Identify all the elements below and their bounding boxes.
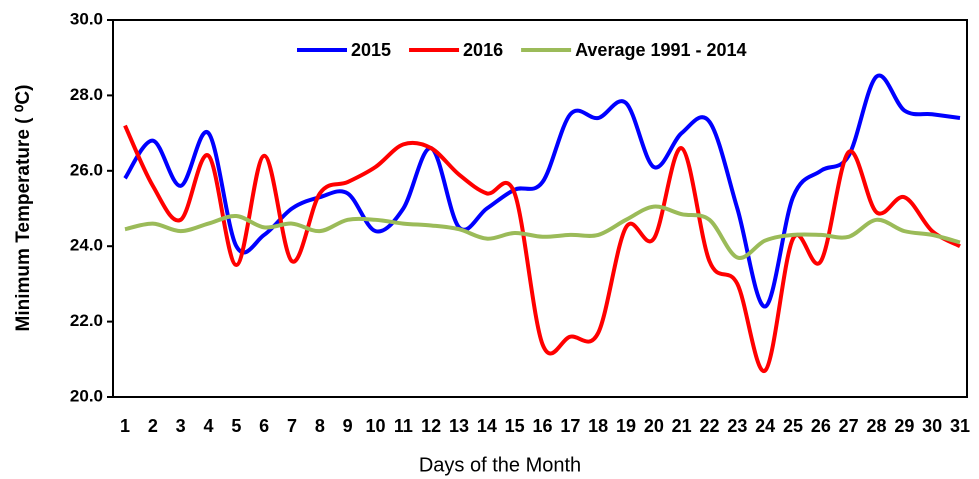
x-tick-label: 5: [231, 416, 241, 436]
x-tick-label: 2: [148, 416, 158, 436]
x-tick-label: 15: [505, 416, 525, 436]
x-tick-label: 12: [421, 416, 441, 436]
y-tick-label: 24.0: [70, 236, 103, 255]
x-tick-label: 8: [315, 416, 325, 436]
x-tick-label: 16: [532, 416, 552, 436]
x-tick-label: 21: [672, 416, 692, 436]
x-tick-label: 7: [287, 416, 297, 436]
x-tick-label: 1: [120, 416, 130, 436]
x-axis-label: Days of the Month: [419, 454, 581, 476]
y-tick-label: 30.0: [70, 9, 103, 28]
legend-label: 2015: [351, 40, 391, 60]
x-tick-label: 11: [394, 416, 413, 436]
x-tick-label: 19: [616, 416, 636, 436]
x-tick-label: 17: [560, 416, 580, 436]
x-tick-label: 25: [783, 416, 803, 436]
x-tick-label: 18: [588, 416, 608, 436]
x-tick-label: 13: [449, 416, 469, 436]
series-line: [124, 204, 961, 260]
x-tick-label: 9: [343, 416, 353, 436]
x-tick-label: 14: [477, 416, 497, 436]
x-tick-label: 31: [950, 416, 970, 436]
x-tick-label: 26: [811, 416, 831, 436]
x-tick-label: 28: [866, 416, 886, 436]
x-tick-label: 3: [176, 416, 186, 436]
x-tick-label: 30: [922, 416, 942, 436]
plot-border: [112, 19, 968, 398]
x-tick-label: 22: [699, 416, 719, 436]
x-tick-label: 10: [365, 416, 385, 436]
legend-label: 2016: [463, 40, 503, 60]
x-tick-label: 24: [755, 416, 775, 436]
y-tick-label: 28.0: [70, 85, 103, 104]
x-tick-label: 4: [203, 416, 213, 436]
x-tick-label: 20: [644, 416, 664, 436]
y-tick-label: 26.0: [70, 160, 103, 179]
x-tick-label: 29: [894, 416, 914, 436]
y-tick-label: 20.0: [70, 386, 103, 405]
y-tick-label: 22.0: [70, 311, 103, 330]
y-axis-label: Minimum Temperature ( ⁰C): [13, 85, 34, 332]
series-line: [123, 124, 961, 373]
series-line: [123, 73, 961, 309]
x-tick-label: 27: [839, 416, 859, 436]
legend-label: Average 1991 - 2014: [575, 40, 746, 60]
x-tick-label: 23: [727, 416, 747, 436]
x-tick-label: 6: [259, 416, 269, 436]
